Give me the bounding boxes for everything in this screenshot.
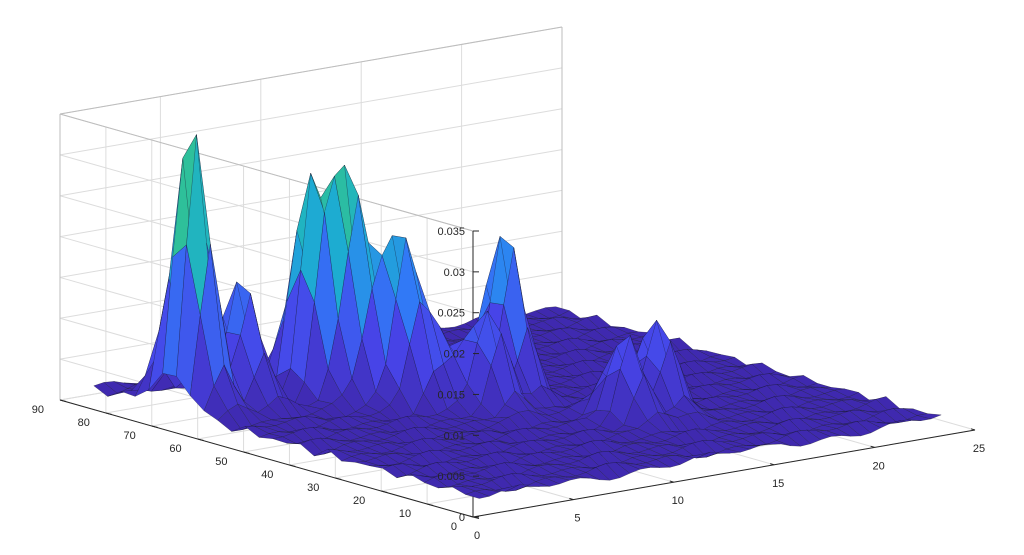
y-tick-label: 60 <box>169 443 181 455</box>
y-tick-mark <box>289 464 296 467</box>
z-tick-label: 0.035 <box>437 226 465 238</box>
z-tick-label: 0.015 <box>437 389 465 401</box>
y-tick-label: 80 <box>78 417 90 429</box>
z-tick-label: 0 <box>459 512 465 524</box>
z-tick-label: 0.005 <box>437 471 465 483</box>
y-tick-mark <box>151 425 158 428</box>
tick-labels: 0 0.005 0.01 0.015 0.02 0.025 0.03 0.035 0 10 20 30… <box>32 226 985 542</box>
x-tick-mark <box>970 428 976 431</box>
y-tick-label: 50 <box>215 456 227 468</box>
z-tick-label: 0.02 <box>444 349 465 361</box>
x-tick-mark <box>770 463 775 466</box>
y-tick-mark <box>472 516 480 519</box>
y-tick-mark <box>105 412 113 415</box>
x-tick-label: 20 <box>872 460 884 472</box>
y-tick-label: 90 <box>32 404 44 416</box>
y-tick-label: 0 <box>451 521 457 533</box>
z-tick-label: 0.01 <box>444 430 465 442</box>
x-tick-label: 5 <box>574 513 580 525</box>
y-tick-mark <box>197 438 204 441</box>
surface-patch <box>917 413 942 420</box>
y-tick-label: 30 <box>307 482 319 494</box>
y-tick-mark <box>243 451 250 454</box>
grid-line <box>59 67 563 156</box>
y-tick-mark <box>59 399 67 402</box>
y-tick-mark <box>381 490 388 493</box>
y-tick-mark <box>426 503 434 506</box>
y-tick-label: 70 <box>124 430 136 442</box>
axis-edge <box>59 26 563 115</box>
y-tick-label: 20 <box>353 495 365 507</box>
z-tick-label: 0.03 <box>444 267 465 279</box>
z-tick-label: 0.025 <box>437 308 465 320</box>
y-tick-label: 40 <box>261 469 273 481</box>
surface-mesh <box>93 134 942 499</box>
grid-line <box>59 108 563 197</box>
axis-edge <box>59 113 474 232</box>
y-tick-label: 10 <box>399 508 411 520</box>
x-tick-label: 25 <box>973 443 985 455</box>
x-tick-mark <box>669 480 674 483</box>
x-tick-label: 15 <box>772 478 784 490</box>
x-tick-mark <box>468 515 474 518</box>
x-tick-mark <box>870 445 875 448</box>
y-axis-line <box>59 399 474 518</box>
y-tick-mark <box>335 477 342 480</box>
x-tick-label: 0 <box>474 530 480 542</box>
x-tick-mark <box>569 497 574 501</box>
x-tick-label: 10 <box>672 495 684 507</box>
x-axis-line <box>472 429 976 518</box>
